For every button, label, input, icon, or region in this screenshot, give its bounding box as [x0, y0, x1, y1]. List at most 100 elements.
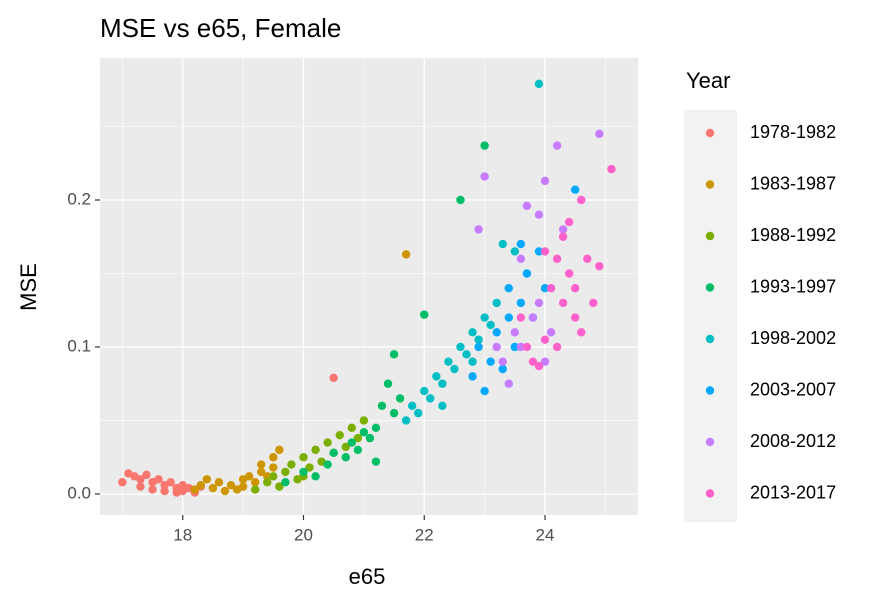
point — [166, 478, 175, 487]
point — [444, 357, 453, 366]
point — [528, 357, 538, 366]
point — [389, 408, 399, 418]
legend-label: 1993-1997 — [750, 276, 836, 296]
point — [552, 141, 562, 150]
legend-key — [705, 231, 715, 241]
legend-key — [705, 128, 715, 138]
point — [329, 448, 338, 458]
legend-label: 2013-2017 — [750, 482, 836, 502]
point — [607, 164, 616, 174]
x-tick-label: 22 — [415, 525, 434, 544]
point — [516, 298, 526, 308]
point — [474, 225, 483, 234]
point — [238, 482, 248, 491]
point — [583, 254, 592, 263]
point — [311, 445, 320, 455]
y-axis-title: MSE — [16, 263, 41, 311]
y-tick-label: 0.2 — [67, 189, 91, 208]
point — [263, 478, 272, 487]
point — [534, 298, 544, 308]
point — [438, 379, 447, 388]
point — [281, 478, 290, 487]
chart-title: MSE vs e65, Female — [100, 13, 341, 43]
point — [571, 185, 580, 194]
legend-label: 1988-1992 — [750, 225, 836, 245]
point — [226, 480, 236, 490]
point — [275, 482, 284, 491]
point — [456, 342, 465, 352]
point — [474, 342, 483, 352]
point — [486, 357, 495, 366]
point — [486, 320, 495, 330]
point — [516, 342, 526, 352]
legend-title: Year — [686, 68, 730, 93]
point — [426, 394, 435, 403]
point — [552, 342, 562, 352]
legend-label: 1998-2002 — [750, 328, 836, 348]
point — [492, 342, 501, 352]
point — [323, 438, 332, 447]
point — [341, 442, 350, 452]
legend-label: 2008-2012 — [750, 431, 836, 451]
point — [401, 250, 411, 259]
point — [305, 463, 314, 472]
point — [250, 485, 260, 494]
point — [571, 283, 580, 293]
legend-key — [705, 437, 715, 447]
x-axis-title: e65 — [349, 564, 386, 589]
point — [371, 423, 381, 433]
point — [474, 335, 483, 344]
point — [522, 201, 532, 211]
point — [341, 453, 350, 462]
point — [480, 141, 489, 150]
point — [558, 298, 568, 308]
point — [377, 401, 387, 410]
point — [504, 283, 513, 293]
point — [492, 328, 501, 337]
point — [516, 313, 526, 322]
point — [275, 445, 284, 455]
point — [359, 428, 369, 437]
point — [516, 254, 526, 263]
point — [353, 445, 363, 455]
legend-label: 1978-1982 — [750, 122, 836, 142]
point — [208, 483, 218, 493]
point — [365, 433, 375, 443]
point — [136, 482, 145, 491]
point — [468, 372, 477, 381]
x-tick-label: 24 — [536, 525, 555, 544]
point — [522, 269, 532, 278]
point — [534, 79, 544, 89]
point — [257, 460, 266, 469]
point — [546, 328, 556, 337]
point — [558, 232, 568, 241]
point — [299, 467, 308, 477]
point — [407, 401, 417, 410]
point — [510, 342, 520, 352]
point — [480, 172, 489, 181]
point — [577, 328, 586, 337]
legend-key — [705, 180, 715, 189]
point — [420, 310, 429, 319]
point — [142, 470, 151, 480]
point — [522, 342, 532, 352]
point — [540, 283, 550, 293]
point — [492, 298, 501, 308]
point — [498, 239, 507, 249]
point — [250, 478, 260, 487]
point — [504, 379, 513, 388]
point — [269, 463, 278, 472]
point — [456, 195, 465, 205]
point — [359, 416, 369, 425]
point — [498, 357, 507, 366]
point — [546, 283, 556, 293]
y-tick-label: 0.1 — [67, 336, 91, 355]
x-tick-label: 18 — [173, 525, 192, 544]
point — [540, 335, 550, 344]
legend-label: 1983-1987 — [750, 173, 836, 193]
point — [414, 408, 423, 418]
point — [353, 433, 363, 443]
point — [371, 457, 381, 466]
point — [257, 467, 266, 477]
